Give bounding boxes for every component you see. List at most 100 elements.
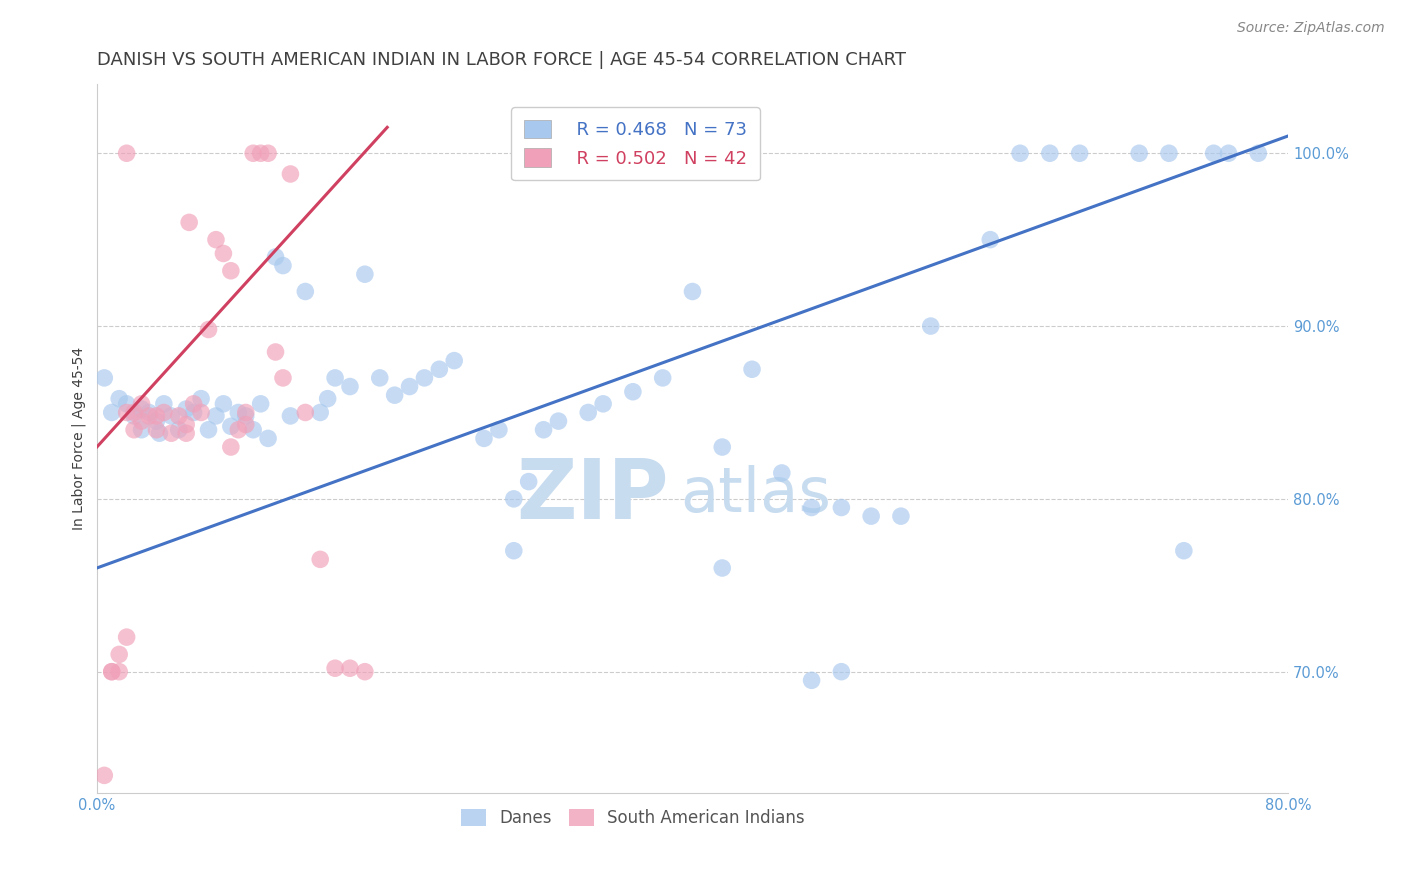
Point	[174, 402, 197, 417]
Point	[183, 405, 205, 419]
Legend: Danes, South American Indians: Danes, South American Indians	[454, 803, 811, 834]
Point	[205, 409, 228, 423]
Point	[197, 322, 219, 336]
Point	[242, 146, 264, 161]
Point	[138, 405, 160, 419]
Point	[190, 392, 212, 406]
Point	[1173, 543, 1195, 558]
Point	[219, 440, 242, 454]
Point	[830, 665, 852, 679]
Point	[179, 215, 201, 229]
Point	[167, 409, 190, 423]
Point	[651, 371, 673, 385]
Point	[197, 423, 219, 437]
Point	[517, 475, 540, 489]
Point	[1128, 146, 1150, 161]
Point	[294, 285, 316, 299]
Point	[115, 405, 138, 419]
Point	[576, 405, 599, 419]
Point	[741, 362, 763, 376]
Point	[257, 431, 280, 445]
Point	[219, 264, 242, 278]
Point	[93, 768, 115, 782]
Point	[131, 397, 153, 411]
Point	[920, 319, 942, 334]
Point	[502, 543, 524, 558]
Point	[115, 630, 138, 644]
Point	[100, 665, 122, 679]
Point	[711, 561, 734, 575]
Point	[443, 353, 465, 368]
Point	[249, 146, 271, 161]
Point	[145, 414, 167, 428]
Point	[174, 426, 197, 441]
Point	[242, 423, 264, 437]
Point	[235, 417, 257, 432]
Point	[472, 431, 495, 445]
Point	[502, 491, 524, 506]
Point	[100, 405, 122, 419]
Point	[413, 371, 436, 385]
Point	[190, 405, 212, 419]
Point	[427, 362, 450, 376]
Point	[271, 371, 294, 385]
Point	[1202, 146, 1225, 161]
Point	[533, 423, 555, 437]
Point	[280, 409, 302, 423]
Point	[711, 440, 734, 454]
Point	[339, 661, 361, 675]
Point	[800, 673, 823, 688]
Point	[226, 405, 249, 419]
Text: DANISH VS SOUTH AMERICAN INDIAN IN LABOR FORCE | AGE 45-54 CORRELATION CHART: DANISH VS SOUTH AMERICAN INDIAN IN LABOR…	[97, 51, 905, 69]
Point	[160, 426, 183, 441]
Point	[830, 500, 852, 515]
Point	[108, 392, 131, 406]
Point	[153, 405, 176, 419]
Point	[800, 500, 823, 515]
Point	[354, 267, 377, 281]
Point	[890, 509, 912, 524]
Point	[257, 146, 280, 161]
Point	[621, 384, 644, 399]
Point	[682, 285, 704, 299]
Point	[1157, 146, 1180, 161]
Point	[174, 417, 197, 432]
Point	[131, 414, 153, 428]
Point	[235, 405, 257, 419]
Point	[309, 405, 332, 419]
Point	[770, 466, 793, 480]
Point	[1069, 146, 1091, 161]
Point	[93, 371, 115, 385]
Text: Source: ZipAtlas.com: Source: ZipAtlas.com	[1237, 21, 1385, 35]
Point	[108, 648, 131, 662]
Point	[100, 665, 122, 679]
Point	[122, 423, 145, 437]
Point	[108, 665, 131, 679]
Point	[271, 259, 294, 273]
Point	[547, 414, 569, 428]
Point	[368, 371, 391, 385]
Point	[115, 146, 138, 161]
Point	[1218, 146, 1240, 161]
Point	[354, 665, 377, 679]
Point	[235, 409, 257, 423]
Point	[219, 419, 242, 434]
Point	[979, 233, 1001, 247]
Point	[131, 402, 153, 417]
Point	[153, 397, 176, 411]
Point	[339, 379, 361, 393]
Point	[131, 423, 153, 437]
Point	[264, 250, 287, 264]
Point	[122, 405, 145, 419]
Point	[183, 397, 205, 411]
Point	[294, 405, 316, 419]
Text: ZIP: ZIP	[516, 455, 669, 535]
Point	[167, 423, 190, 437]
Point	[488, 423, 510, 437]
Point	[122, 409, 145, 423]
Point	[205, 233, 228, 247]
Point	[212, 246, 235, 260]
Point	[398, 379, 420, 393]
Point	[280, 167, 302, 181]
Point	[323, 661, 346, 675]
